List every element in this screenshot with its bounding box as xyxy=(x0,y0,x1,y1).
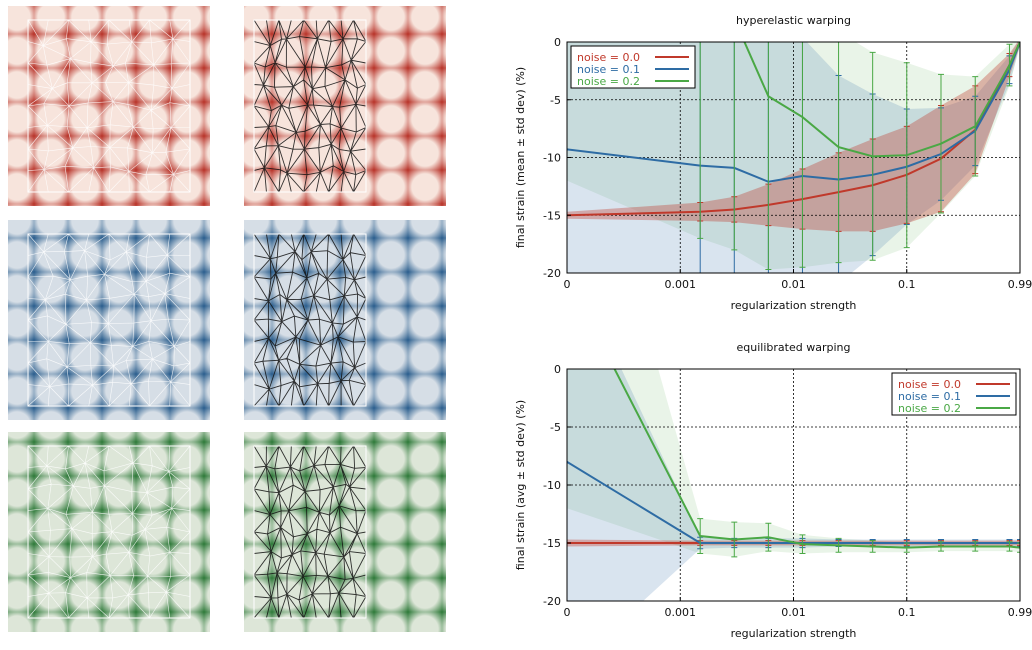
chart-2: equilibrated warping 0 0.001 0.01 0.1 0.99 0 -5… xyxy=(514,341,1032,640)
legend-entry-2: noise = 0.1 xyxy=(898,390,961,403)
x-tick-label: 0.001 xyxy=(665,606,697,619)
y-tick-label: -10 xyxy=(543,152,561,165)
panel-green-warped xyxy=(244,432,446,632)
legend-entry-2: noise = 0.1 xyxy=(577,63,640,76)
error-bar-s3-11 xyxy=(1017,542,1020,553)
series-line-3 xyxy=(743,42,1020,158)
x-axis-label: regularization strength xyxy=(731,627,857,640)
charts-svg: hyperelastic warping 0 0.001 0.01 0.1 0.99 0 -5… xyxy=(514,14,1032,640)
y-tick-label: -5 xyxy=(550,421,561,434)
x-axis-label: regularization strength xyxy=(731,299,857,312)
x-tick-label: 0.01 xyxy=(781,606,806,619)
y-axis-label: final strain (avg ± std dev) (%) xyxy=(514,400,527,570)
x-tick-label: 0 xyxy=(564,278,571,291)
error-bar-s3-1 xyxy=(697,42,704,239)
chart-title: hyperelastic warping xyxy=(736,14,851,27)
series-line-2 xyxy=(567,460,1020,544)
x-tick-label: 0.99 xyxy=(1008,278,1032,291)
panel-blue-warped xyxy=(244,220,446,420)
panels-svg xyxy=(8,6,446,632)
y-tick-label: 0 xyxy=(554,363,561,376)
error-bar-s1-11 xyxy=(1017,540,1020,546)
series-line-2 xyxy=(567,42,1020,183)
panel-red-reference xyxy=(8,6,210,206)
y-tick-label: -15 xyxy=(543,537,561,550)
panel-red-warped xyxy=(244,6,446,206)
y-tick-label: 0 xyxy=(554,36,561,49)
legend-entry-1: noise = 0.0 xyxy=(577,51,640,64)
legend-entry-3: noise = 0.2 xyxy=(898,402,961,415)
charts-area: hyperelastic warping 0 0.001 0.01 0.1 0.99 0 -5… xyxy=(500,0,1032,646)
chart-1: hyperelastic warping 0 0.001 0.01 0.1 0.99 0 -5… xyxy=(514,14,1032,312)
y-tick-label: -10 xyxy=(543,479,561,492)
x-tick-label: 0.01 xyxy=(781,278,806,291)
panel-blue-reference xyxy=(8,220,210,420)
legend-entry-1: noise = 0.0 xyxy=(898,378,961,391)
x-tick-label: 0 xyxy=(564,606,571,619)
image-panels xyxy=(0,0,460,646)
error-bar-s3-2 xyxy=(731,42,738,251)
y-tick-label: -15 xyxy=(543,209,561,222)
panel-green-reference xyxy=(8,432,210,632)
series-line-3 xyxy=(613,369,1020,549)
legend-entry-3: noise = 0.2 xyxy=(577,75,640,88)
x-tick-label: 0.1 xyxy=(898,606,916,619)
x-tick-label: 0.1 xyxy=(898,278,916,291)
y-tick-label: -5 xyxy=(550,94,561,107)
y-tick-label: -20 xyxy=(543,267,561,280)
x-tick-label: 0.99 xyxy=(1008,606,1032,619)
x-tick-label: 0.001 xyxy=(665,278,697,291)
y-axis-label: final strain (mean ± std dev) (%) xyxy=(514,67,527,248)
y-tick-label: -20 xyxy=(543,595,561,608)
chart-title: equilibrated warping xyxy=(737,341,851,354)
